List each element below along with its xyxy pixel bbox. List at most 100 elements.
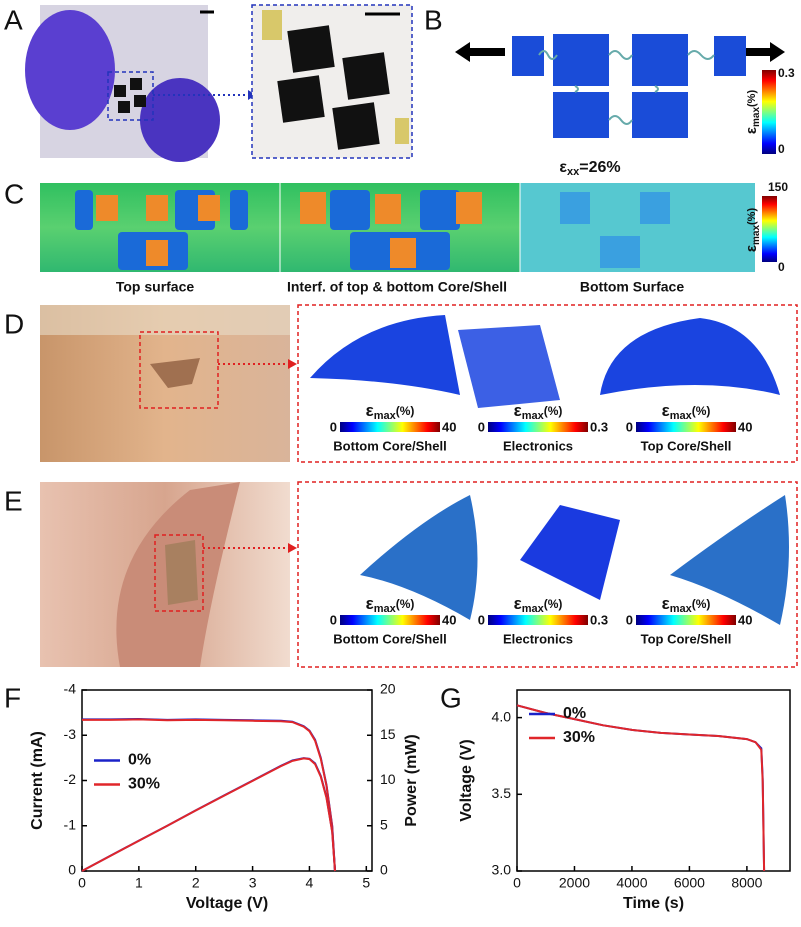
strain-unit: (%): [544, 404, 563, 418]
caption-subscript: xx: [567, 166, 580, 178]
colorbar-max: 40: [738, 612, 752, 627]
panel-label: F: [4, 682, 21, 713]
y-axis-label: Voltage (V): [458, 739, 475, 821]
colorbar: [488, 422, 588, 432]
line-series: [81, 757, 336, 872]
x-tick-label: 0: [513, 875, 521, 891]
panel-caption: Bottom Core/Shell: [333, 438, 446, 453]
panel-label: C: [4, 178, 24, 209]
strain-symbol: ε: [514, 401, 522, 420]
y-tick-label: 3.5: [492, 785, 512, 801]
legend-label: 30%: [563, 729, 595, 746]
strain-unit: (%): [746, 90, 758, 107]
panel-caption: Electronics: [503, 631, 573, 646]
strain-symbol: ε: [662, 594, 670, 613]
panel-e-images: [40, 481, 798, 668]
colorbar-min: 0: [778, 142, 785, 156]
colorbar-max: 40: [738, 419, 752, 434]
strain-symbol: ε: [743, 127, 760, 134]
colorbar: [636, 422, 736, 432]
panel-b-images: [455, 34, 785, 154]
strain-label: εmax(%): [662, 401, 711, 421]
colorbar-min: 0: [478, 419, 485, 434]
panel-label: B: [424, 4, 443, 35]
x-axis-label: Voltage (V): [186, 895, 268, 912]
strain-unit: (%): [692, 597, 711, 611]
y-tick-label: -1: [64, 816, 77, 832]
legend-label: 0%: [563, 705, 586, 722]
strain-label: εmax(%): [366, 401, 415, 421]
strain-unit: (%): [544, 597, 563, 611]
colorbar-max: 0.3: [590, 612, 608, 627]
x-tick-label: 4: [306, 875, 314, 891]
colorbar: [488, 615, 588, 625]
strain-label: εmax(%): [514, 401, 563, 421]
x-tick-label: 5: [362, 875, 370, 891]
caption-symbol: ε: [559, 159, 567, 176]
strain-label: εmax(%): [366, 594, 415, 614]
y-axis-label: Current (mA): [29, 731, 46, 830]
colorbar: [340, 615, 440, 625]
y2-tick-label: 10: [380, 771, 396, 787]
x-tick-label: 0: [78, 875, 86, 891]
y-tick-label: 0: [68, 862, 76, 878]
colorbar-max: 40: [442, 612, 456, 627]
strain-caption: εxx=26%: [559, 159, 620, 178]
colorbar-max: 0.3: [778, 66, 795, 80]
panel-caption: Bottom Surface: [580, 279, 684, 295]
strain-subscript: max: [751, 225, 762, 245]
panel-caption: Interf. of top & bottom Core/Shell: [287, 279, 507, 295]
strain-symbol: ε: [514, 594, 522, 613]
line-series: [81, 757, 336, 872]
y-tick-label: -2: [64, 771, 77, 787]
strain-symbol: ε: [662, 401, 670, 420]
strain-label: εmax(%): [743, 208, 762, 253]
line-series: [82, 717, 336, 872]
colorbar-min: 0: [626, 612, 633, 627]
colorbar: [340, 422, 440, 432]
line-series: [516, 704, 766, 872]
x-tick-label: 3: [249, 875, 257, 891]
caption-value: =26%: [579, 159, 620, 176]
panel-caption: Top surface: [116, 279, 195, 295]
x-tick-label: 2: [192, 875, 200, 891]
colorbar: [636, 615, 736, 625]
strain-label: εmax(%): [662, 594, 711, 614]
x-tick-label: 2000: [559, 875, 590, 891]
plot-frame: [516, 689, 791, 872]
y-tick-label: 3.0: [492, 862, 512, 878]
strain-symbol: ε: [366, 401, 374, 420]
colorbar-min: 0: [778, 260, 785, 274]
legend-label: 30%: [128, 776, 160, 793]
y2-axis-label: Power (mW): [403, 734, 420, 826]
colorbar-max: 40: [442, 419, 456, 434]
strain-subscript: max: [751, 107, 762, 127]
panel-caption: Bottom Core/Shell: [333, 631, 446, 646]
panel-caption: Top Core/Shell: [641, 438, 732, 453]
strain-label: εmax(%): [743, 90, 762, 135]
strain-unit: (%): [396, 404, 415, 418]
y2-tick-label: 20: [380, 681, 396, 697]
y2-tick-label: 15: [380, 726, 396, 742]
y2-tick-label: 5: [380, 816, 388, 832]
panel-label: E: [4, 485, 23, 516]
y-tick-label: -4: [64, 681, 77, 697]
colorbar-min: 0: [478, 612, 485, 627]
x-tick-label: 6000: [674, 875, 705, 891]
legend-label: 0%: [128, 752, 151, 769]
x-tick-label: 4000: [616, 875, 647, 891]
colorbar-max: 150: [768, 180, 788, 194]
strain-label: εmax(%): [514, 594, 563, 614]
line-series: [82, 718, 336, 872]
y-tick-label: 4.0: [492, 708, 512, 724]
strain-subscript: max: [522, 603, 545, 615]
strain-subscript: max: [670, 410, 693, 422]
panel-d-images: [40, 304, 798, 463]
panel-label: G: [440, 682, 462, 713]
strain-unit: (%): [746, 208, 758, 225]
strain-unit: (%): [396, 597, 415, 611]
